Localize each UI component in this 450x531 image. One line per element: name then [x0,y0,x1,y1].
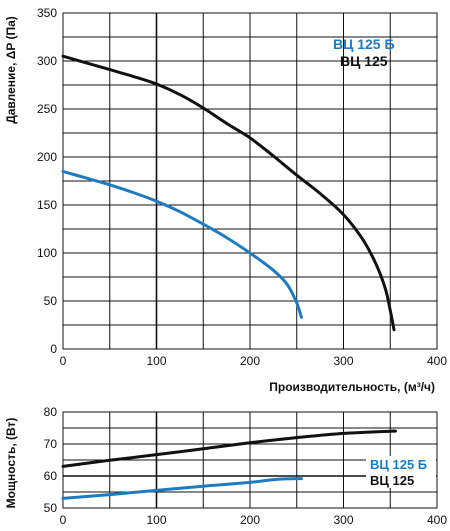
x-tick-label: 400 [427,513,447,527]
x-tick-label: 300 [333,354,353,368]
power-legend-background [366,456,436,488]
power-series [61,429,397,500]
pressure-series [61,54,396,332]
x-tick-label: 300 [333,513,353,527]
y-axis-title-power: Мощность, (Вт) [4,418,18,509]
y-tick-label: 100 [37,246,57,260]
pressure-legend: ВЦ 125 Б ВЦ 125 [333,36,395,69]
y-tick-label: 70 [44,437,58,451]
y-tick-label: 150 [37,198,57,212]
x-axis-title: Производительность, (м³/ч) [269,380,435,394]
power-y-ticks: 50 60 70 80 [44,405,58,515]
pressure-chart: 0 100 200 300 400 0 50 100 150 200 250 300 350 ВЦ 1… [4,6,447,394]
plot-frame [62,411,438,509]
x-tick-label: 400 [427,354,447,368]
y-axis-title-pressure: Давление, ΔP (Па) [4,16,18,124]
y-tick-label: 0 [50,342,57,356]
power-legend-entry-vts125: ВЦ 125 [370,473,414,488]
x-tick-label: 0 [60,513,67,527]
series-line-vts125 [61,429,397,468]
y-tick-label: 300 [37,54,57,68]
x-tick-label: 200 [240,354,260,368]
x-tick-label: 100 [146,513,166,527]
series-line-vts125 [61,54,396,332]
series-line-vts125b [61,477,303,500]
pressure-y-ticks: 0 50 100 150 200 250 300 350 [37,6,57,356]
power-chart: 0 100 200 300 400 50 60 70 80 ВЦ 125 Б ВЦ 125 М… [4,405,447,527]
power-legend-entry-vts125b: ВЦ 125 Б [370,457,427,472]
y-tick-label: 350 [37,6,57,20]
y-tick-label: 50 [44,294,58,308]
power-legend: ВЦ 125 Б ВЦ 125 [366,456,436,488]
x-tick-label: 0 [60,354,67,368]
legend-entry-vts125b: ВЦ 125 Б [333,36,395,52]
y-tick-label: 250 [37,102,57,116]
pressure-x-ticks: 0 100 200 300 400 [60,354,448,368]
power-x-ticks: 0 100 200 300 400 [60,513,448,527]
x-tick-label: 100 [146,354,166,368]
x-tick-label: 200 [240,513,260,527]
y-tick-label: 80 [44,405,58,419]
legend-entry-vts125: ВЦ 125 [340,53,388,69]
series-line-vts125b [61,169,303,319]
y-tick-label: 50 [44,501,58,515]
y-tick-label: 60 [44,469,58,483]
plot-frame [62,12,438,350]
y-tick-label: 200 [37,150,57,164]
